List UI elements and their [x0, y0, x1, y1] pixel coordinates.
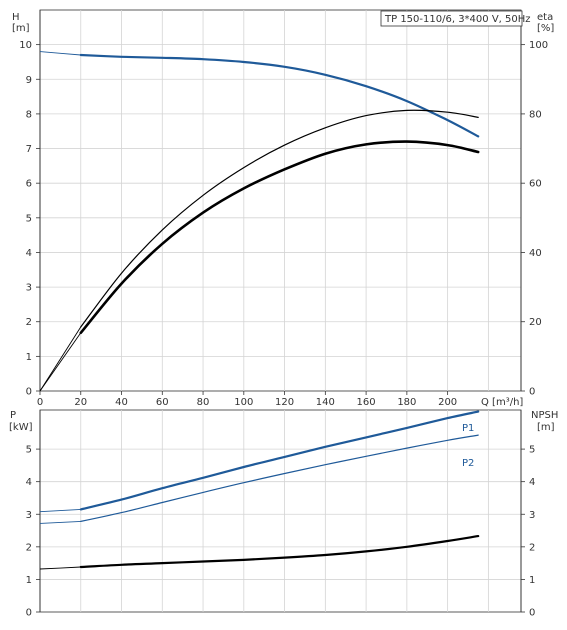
bottom-series-0-extension: [39, 508, 81, 513]
top-right-tick-label: 40: [529, 248, 542, 259]
top-left-tick-label: 8: [26, 109, 32, 120]
bottom-series-1-line: [80, 434, 479, 522]
bottom-right-axis-label: NPSH: [531, 410, 558, 421]
x-axis-label: Q [m³/h]: [481, 397, 523, 408]
top-right-tick-label: 20: [529, 317, 542, 328]
top-left-tick-label: 0: [26, 387, 32, 398]
top-right-tick-label: 60: [529, 179, 542, 190]
top-left-tick-label: 6: [26, 179, 32, 190]
top-left-tick-label: 7: [26, 144, 32, 155]
x-tick-label: 160: [357, 397, 376, 408]
top-right-tick-label: 100: [529, 40, 548, 51]
chart-title: TP 150-110/6, 3*400 V, 50Hz: [384, 14, 531, 25]
bottom-right-tick-label: 0: [529, 608, 535, 619]
top-left-tick-label: 4: [26, 248, 32, 259]
top-series-2-line: [79, 140, 480, 335]
top-left-tick-label: 10: [19, 40, 32, 51]
bottom-left-tick-label: 0: [26, 608, 32, 619]
bottom-left-tick-label: 5: [26, 445, 32, 456]
bottom-left-tick-label: 3: [26, 510, 32, 521]
top-right-axis-label: eta: [537, 12, 553, 23]
x-tick-label: 200: [438, 397, 457, 408]
bottom-left-tick-label: 4: [26, 477, 32, 488]
bottom-right-tick-label: 2: [529, 542, 535, 553]
bottom-series-0-line: [79, 410, 480, 511]
top-series-group: [39, 51, 480, 392]
top-series-0-extension: [39, 51, 81, 56]
top-grid: [39, 9, 522, 392]
bottom-left-tick-label: 2: [26, 542, 32, 553]
top-title-box: TP 150-110/6, 3*400 V, 50Hz: [380, 10, 531, 27]
top-series-0-line: [79, 53, 480, 138]
top-right-tick-label: 0: [529, 387, 535, 398]
bottom-series-2-line: [79, 535, 480, 569]
bottom-right-tick-label: 3: [529, 510, 535, 521]
x-tick-label: 80: [197, 397, 210, 408]
top-left-axis-unit: [m]: [12, 23, 30, 34]
x-tick-label: 100: [234, 397, 253, 408]
bottom-series-2-extension: [39, 566, 81, 570]
top-left-tick-label: 2: [26, 317, 32, 328]
top-series-2-extension: [39, 332, 82, 392]
series-label-p1: P1: [462, 423, 474, 434]
bottom-series-group: [39, 410, 480, 570]
top-left-tick-label: 3: [26, 283, 32, 294]
title-box: [380, 10, 523, 27]
top-left-axis-label: H: [12, 12, 20, 23]
bottom-right-tick-label: 1: [529, 575, 535, 586]
bottom-series-1-extension: [39, 520, 81, 524]
bottom-right-tick-label: 5: [529, 445, 535, 456]
top-series-1-line: [80, 109, 479, 328]
x-tick-label: 180: [397, 397, 416, 408]
x-tick-label: 60: [156, 397, 169, 408]
bottom-left-axis-label: P: [10, 410, 16, 421]
bottom-grid: [39, 409, 522, 613]
top-left-tick-label: 9: [26, 75, 32, 86]
series-label-p2: P2: [462, 458, 474, 469]
x-tick-label: 120: [275, 397, 294, 408]
top-right-tick-label: 80: [529, 109, 542, 120]
power-npsh-panel: 0 1 2 3 4 5 0 1 2 3 4 5 P [kW] NPSH [m] P1 P2: [9, 409, 558, 619]
bottom-left-tick-label: 1: [26, 575, 32, 586]
top-right-axis-unit: [%]: [537, 23, 554, 34]
x-tick-label: 0: [37, 397, 43, 408]
bottom-right-axis-unit: [m]: [537, 422, 555, 433]
bottom-right-tick-label: 4: [529, 477, 535, 488]
x-tick-label: 140: [316, 397, 335, 408]
top-left-tick-label: 1: [26, 352, 32, 363]
bottom-left-axis-unit: [kW]: [9, 422, 33, 433]
x-tick-label: 20: [74, 397, 87, 408]
top-series-1-extension: [39, 326, 82, 392]
x-tick-label: 40: [115, 397, 128, 408]
bottom-tick-labels: 0 1 2 3 4 5 0 1 2 3 4 5: [26, 445, 536, 619]
top-left-tick-label: 5: [26, 213, 32, 224]
